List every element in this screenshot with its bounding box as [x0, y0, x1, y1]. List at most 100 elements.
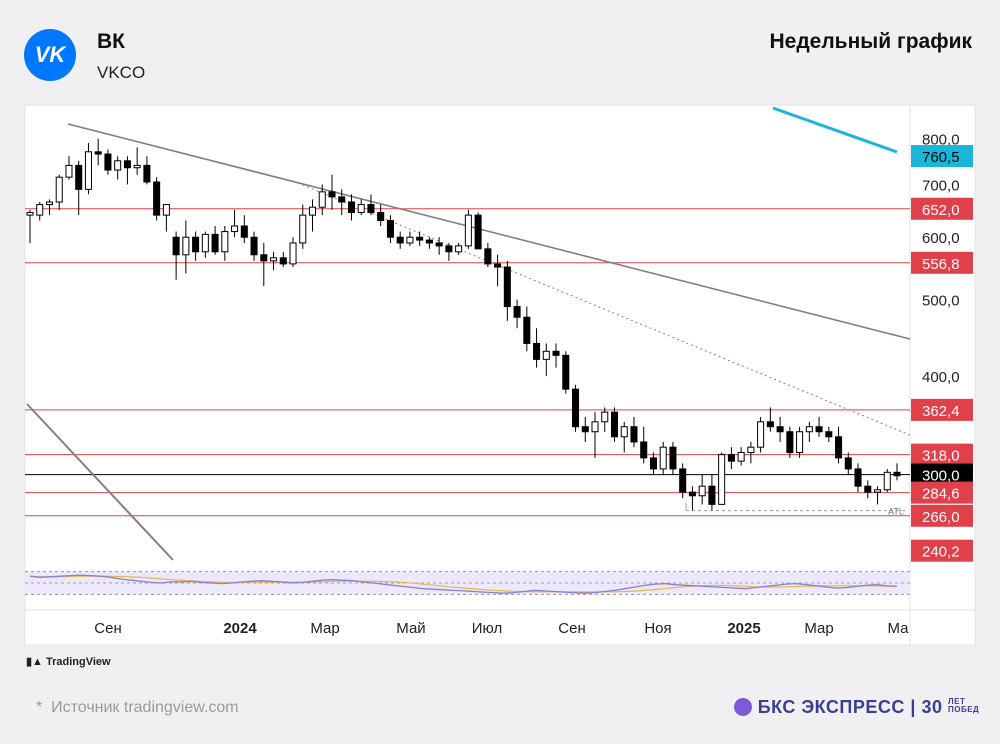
candle-body-26 — [279, 257, 287, 265]
candle-body-73 — [737, 451, 745, 462]
candle-body-17 — [192, 236, 200, 253]
candle-body-21 — [231, 225, 239, 233]
source-marker: * — [36, 699, 43, 716]
bks-years: 30 — [921, 697, 943, 717]
candle-body-71 — [718, 454, 726, 505]
candle-body-77 — [776, 426, 784, 433]
candle-body-53 — [542, 350, 550, 360]
candle-body-62 — [630, 426, 638, 443]
candle-body-59 — [601, 411, 609, 423]
candle-body-30 — [318, 191, 326, 208]
candle-body-45 — [464, 214, 472, 247]
price-tag-bg-6 — [911, 481, 973, 504]
price-tag-label-8: 240,2 — [922, 544, 960, 561]
candle-body-39 — [406, 236, 414, 244]
x-tick-label-6: Ноя — [644, 620, 671, 637]
candle-body-64 — [649, 457, 657, 470]
atl-label: ATL — [888, 507, 904, 517]
chart-panel — [24, 104, 976, 646]
rsi-ma-line — [29, 575, 898, 593]
candle-body-40 — [416, 236, 424, 241]
x-tick-label-7: 2025 — [727, 620, 760, 637]
candle-body-34 — [357, 204, 365, 213]
candle-body-24 — [260, 254, 268, 262]
candle-body-65 — [659, 446, 667, 470]
candle-body-67 — [679, 468, 687, 493]
y-tick-label-1: 700,0 — [922, 177, 960, 194]
candle-body-74 — [747, 446, 755, 453]
price-tag-bg-0 — [911, 145, 973, 168]
x-tick-label-2: Мар — [310, 620, 339, 637]
candle-body-9 — [114, 160, 122, 171]
candle-body-32 — [338, 196, 346, 203]
candle-body-12 — [143, 164, 151, 183]
bks-brand: БКС ЭКСПРЕСС | 30 ЛЕТ ПОБЕД — [733, 697, 980, 718]
candle-body-6 — [84, 151, 92, 190]
candle-body-31 — [328, 191, 336, 198]
rsi-line — [29, 574, 898, 594]
price-tag-label-3: 362,4 — [922, 403, 960, 420]
candle-body-3 — [55, 176, 63, 203]
candle-body-72 — [727, 454, 735, 462]
y-tick-label-2: 600,0 — [922, 230, 960, 247]
tradingview-label: TradingView — [46, 656, 111, 668]
price-tag-bg-3 — [911, 398, 973, 421]
price-tag-bg-7 — [911, 504, 973, 527]
candle-body-83 — [835, 436, 843, 459]
price-tag-label-0: 760,5 — [922, 149, 960, 166]
candle-body-33 — [347, 201, 355, 213]
tradingview-icon: ▮▲ — [26, 656, 46, 668]
candle-body-22 — [240, 225, 248, 238]
candle-body-85 — [854, 468, 862, 487]
cyan-trend-line — [772, 106, 898, 154]
price-tag-label-5: 300,0 — [922, 468, 960, 485]
candle-body-63 — [640, 441, 648, 459]
candle-body-70 — [708, 485, 716, 505]
candle-body-41 — [425, 239, 433, 244]
tradingview-logo: ▮▲ TradingView — [26, 655, 111, 668]
candle-body-52 — [533, 342, 541, 360]
candle-body-8 — [104, 153, 112, 171]
candle-body-1 — [36, 204, 44, 216]
candle-body-36 — [377, 211, 385, 222]
source-text: Источник tradingview.com — [51, 699, 239, 716]
candle-body-19 — [211, 233, 219, 253]
x-tick-label-8: Мар — [804, 620, 833, 637]
candle-body-23 — [250, 236, 258, 256]
price-tag-label-6: 284,6 — [922, 486, 960, 503]
candle-body-27 — [289, 242, 297, 265]
candle-body-88 — [883, 471, 891, 491]
candle-body-81 — [815, 426, 823, 433]
bks-brand-text: БКС ЭКСПРЕСС — [757, 697, 905, 717]
candle-body-89 — [893, 471, 901, 477]
y-tick-label-0: 800,0 — [922, 132, 960, 149]
candle-body-25 — [270, 257, 278, 262]
bks-years-sub: ЛЕТ ПОБЕД — [948, 697, 980, 714]
price-tag-label-2: 556,8 — [922, 256, 960, 273]
candle-body-60 — [610, 411, 619, 438]
support-line — [26, 403, 174, 561]
candle-body-61 — [620, 426, 628, 438]
candle-body-15 — [172, 236, 180, 256]
candle-body-50 — [513, 306, 521, 318]
dotted-trend-line — [297, 182, 911, 436]
vk-logo-icon: VK — [34, 42, 66, 67]
price-tag-label-7: 266,0 — [922, 509, 960, 526]
downtrend-line — [67, 123, 911, 340]
candle-body-28 — [299, 214, 307, 244]
x-tick-label-1: 2024 — [223, 620, 257, 637]
candle-body-47 — [484, 248, 492, 265]
candle-body-56 — [572, 388, 580, 428]
candle-body-66 — [669, 446, 677, 470]
price-tag-bg-2 — [911, 251, 973, 274]
candle-body-42 — [435, 242, 443, 247]
candle-body-2 — [45, 201, 54, 206]
candle-body-49 — [503, 266, 511, 308]
bks-logo-icon — [733, 698, 752, 716]
vk-logo: VK — [24, 29, 76, 81]
price-tag-bg-1 — [911, 197, 973, 220]
ticker-symbol: VKCO — [97, 63, 146, 82]
price-tag-label-1: 652,0 — [922, 202, 960, 219]
price-tag-label-4: 318,0 — [922, 448, 960, 465]
